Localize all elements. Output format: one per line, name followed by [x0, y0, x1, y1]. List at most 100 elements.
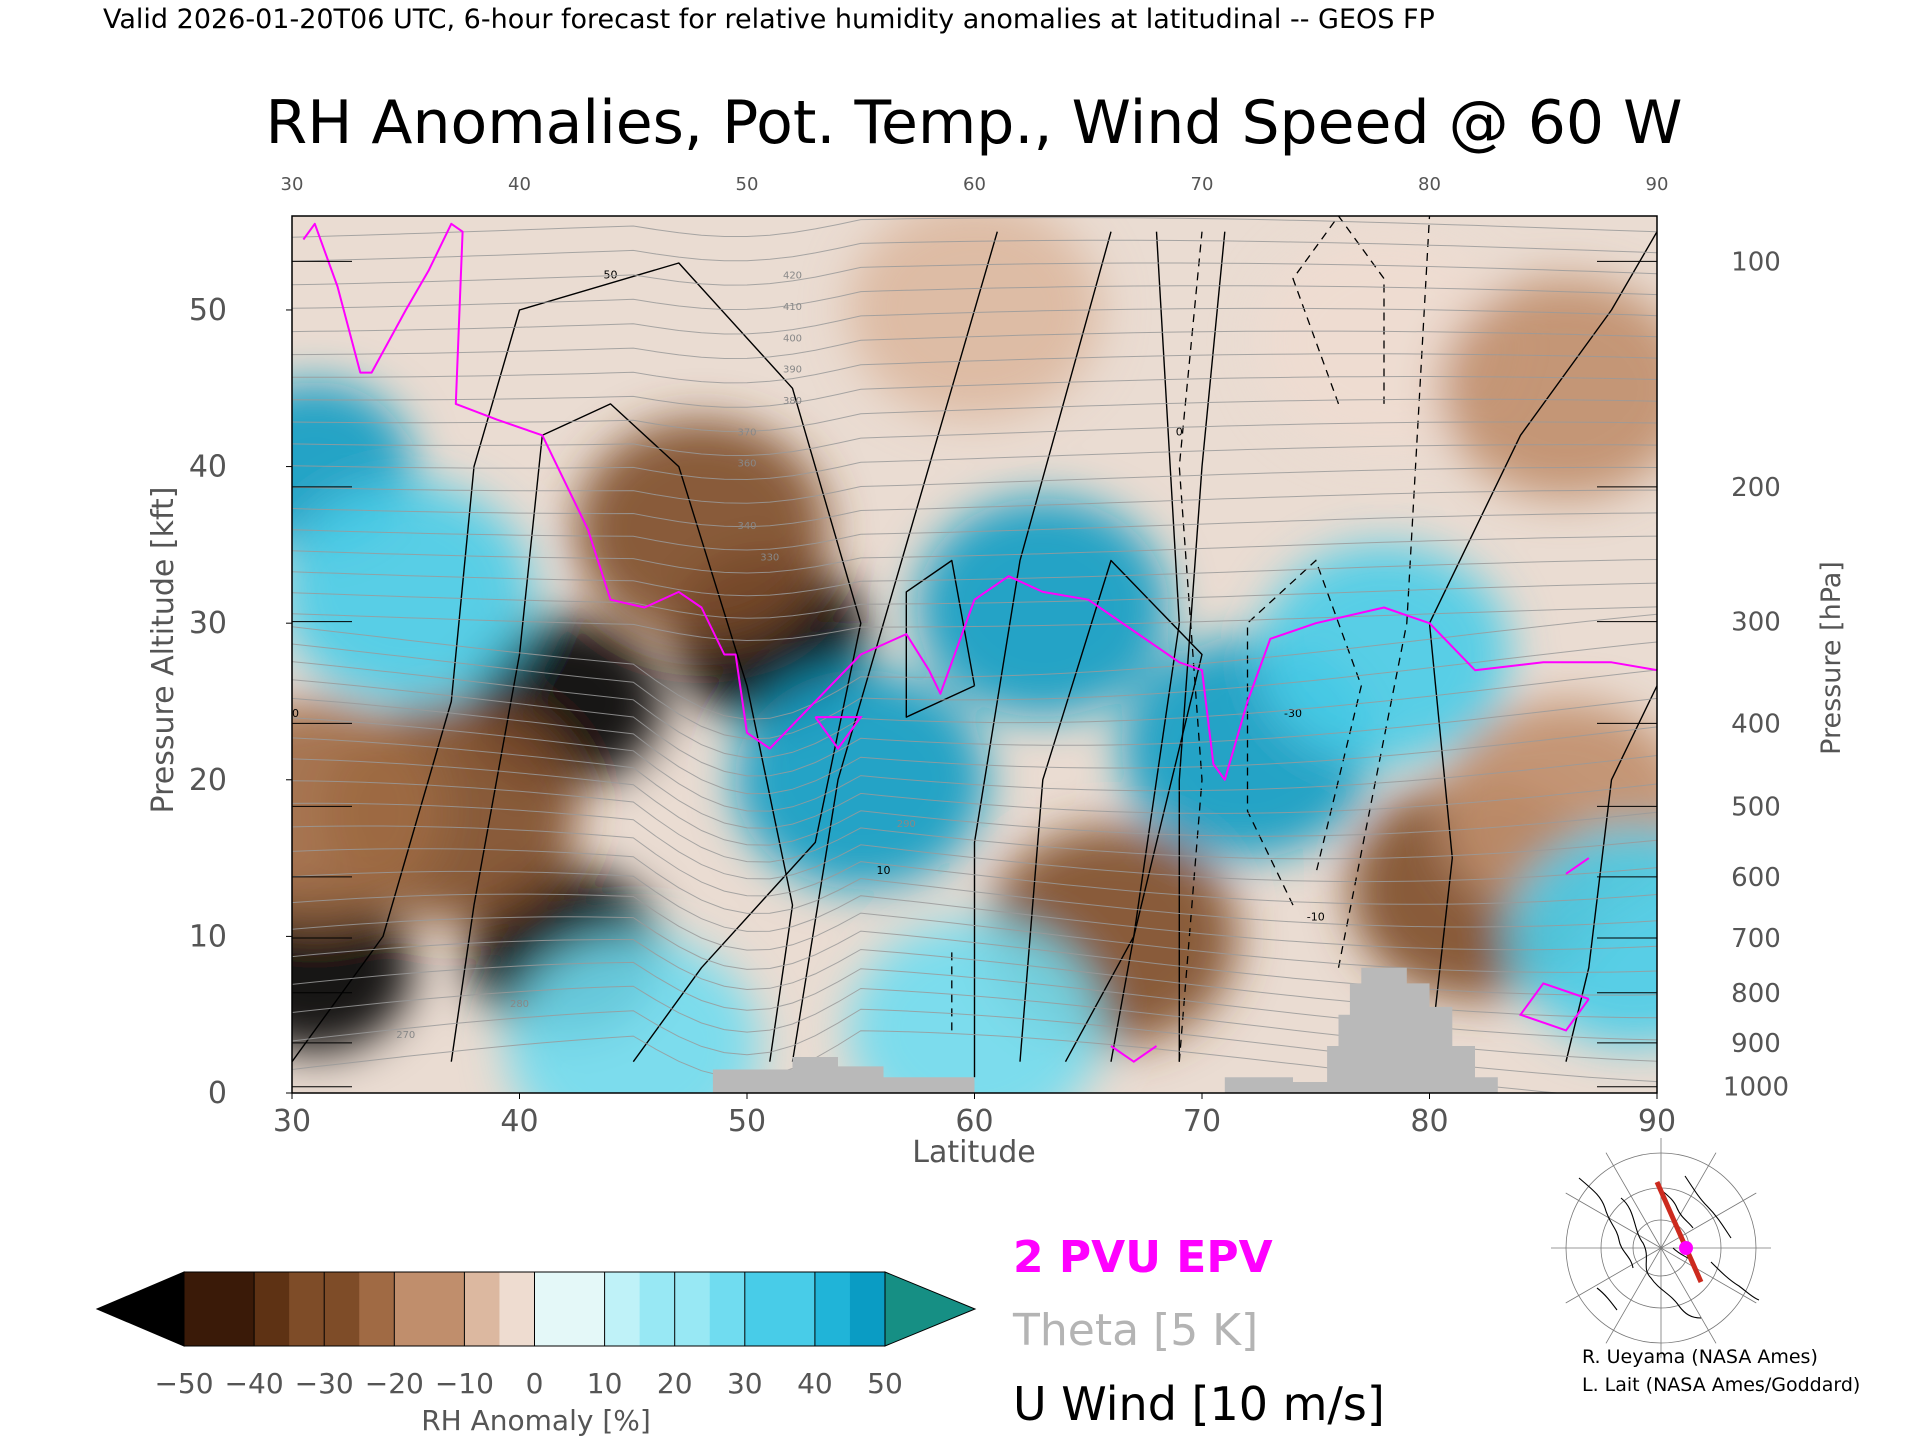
y-tick-label-0: 0	[208, 1076, 227, 1111]
y-tick-label-5: 50	[189, 293, 227, 328]
theta-isentrope-33	[292, 307, 1657, 335]
colorbar-cell-5b	[569, 1272, 606, 1346]
colorbar-cell-3a	[394, 1272, 430, 1346]
theta-isentrope-21	[292, 582, 1657, 619]
theta-isentrope-26	[292, 466, 1657, 504]
x-tick-label-3: 60	[955, 1104, 993, 1139]
u-wind-label-4: 30	[285, 707, 299, 720]
theta-label-6: 370	[737, 427, 756, 438]
epv-loop-2	[814, 716, 863, 751]
colorbar: −50 −40 −30 −20 −10 0 10 20 30 40 50 RH Anomaly [%…	[95, 1271, 977, 1437]
colorbar-cell-4b	[499, 1272, 535, 1346]
colorbar-cell-0b	[219, 1272, 255, 1346]
pressure-tick-label-8: 900	[1731, 1029, 1781, 1059]
theta-isentrope-36	[292, 239, 1657, 262]
pressure-tick-label-2: 300	[1731, 608, 1781, 638]
x-tick-label-1: 40	[500, 1104, 538, 1139]
u-wind-contour-0	[292, 262, 862, 1063]
colorbar-tick-label-2: −30	[295, 1367, 354, 1400]
colorbar-label: RH Anomaly [%]	[421, 1404, 651, 1437]
credit-line-1: R. Ueyama (NASA Ames)	[1582, 1346, 1818, 1368]
u-wind-contour-1	[450, 403, 794, 1062]
x-tick-label-5: 80	[1410, 1104, 1448, 1139]
colorbar-tick-label-3: −20	[365, 1367, 424, 1400]
theta-isentrope-6	[292, 893, 1657, 973]
y-tick-label-2: 20	[189, 763, 227, 798]
epv-loop-0	[1518, 982, 1590, 1032]
rh-anomaly-field	[292, 216, 1657, 1093]
pressure-axis: 100 200 300 400 500 600 700 800 900 1000	[1723, 247, 1789, 1102]
colorbar-cell-8b	[779, 1272, 816, 1346]
theta-isentrope-17	[292, 661, 1657, 759]
theta-isentrope-9	[292, 825, 1657, 905]
colorbar-cell-8a	[744, 1272, 781, 1346]
colorbar-cell-6b	[639, 1272, 676, 1346]
theta-label-1: 280	[510, 999, 529, 1010]
rh-blob-20	[506, 936, 760, 1093]
colorbar-tick-label-10: 50	[867, 1367, 903, 1400]
colorbar-cell-1a	[254, 1272, 290, 1346]
colorbar-tick-labels: −50 −40 −30 −20 −10 0 10 20 30 40 50	[154, 1367, 902, 1400]
theta-isentrope-15	[292, 697, 1657, 795]
theta-isentrope-16	[292, 679, 1657, 777]
u-wind-contour-8	[905, 559, 976, 718]
legend-entry-1: Theta [5 K]	[1012, 1305, 1258, 1356]
u-wind-label-2: 0	[1176, 425, 1183, 438]
colorbar-cell-9a	[814, 1272, 851, 1346]
rh-blob-12	[1439, 278, 1657, 499]
theta-isentrope-27	[292, 444, 1657, 481]
inset-track-marker	[1679, 1241, 1693, 1255]
x-top-tick-label-4: 70	[1191, 174, 1214, 195]
x-axis-top: 30 40 50 60 70 80 90	[281, 174, 1669, 195]
inset-track-line	[1654, 1180, 1704, 1284]
inset-meridian-210	[1565, 1192, 1662, 1249]
colorbar-tick-label-7: 20	[657, 1367, 693, 1400]
x-axis: 30 40 50 60 70 80 90	[273, 1093, 1676, 1139]
theta-isentrope-31	[292, 353, 1657, 384]
theta-label-4: 340	[737, 521, 756, 532]
x-top-tick-label-0: 30	[281, 174, 304, 195]
x-top-tick-label-1: 40	[508, 174, 531, 195]
u-wind-negative-contour-1	[1246, 559, 1362, 906]
colorbar-tick-label-1: −40	[225, 1367, 284, 1400]
inset-map	[1551, 1138, 1771, 1358]
topography	[712, 967, 1498, 1093]
x-tick-label-4: 70	[1183, 1104, 1221, 1139]
colorbar-cell-7b	[709, 1272, 746, 1346]
x-top-tick-label-5: 80	[1418, 174, 1441, 195]
pressure-tick-label-5: 600	[1731, 863, 1781, 893]
colorbar-cell-2b	[359, 1272, 395, 1346]
legend: 2 PVU EPV Theta [5 K] U Wind [10 m/s]	[1012, 1232, 1385, 1431]
topography-fill	[712, 967, 1498, 1093]
colorbar-cell-2a	[324, 1272, 360, 1346]
inset-meridian-60	[1660, 1247, 1717, 1344]
pressure-tick-label-7: 800	[1731, 979, 1781, 1009]
x-top-tick-label-6: 90	[1646, 174, 1669, 195]
theta-isentrope-34	[292, 285, 1657, 311]
y-tick-label-1: 10	[189, 919, 227, 954]
colorbar-tick-label-6: 10	[587, 1367, 623, 1400]
theta-isentrope-12	[292, 758, 1657, 846]
x-tick-label-6: 90	[1638, 1104, 1676, 1139]
u-wind-label-1: -10	[1307, 911, 1325, 924]
epv-loop-1	[1565, 857, 1590, 875]
colorbar-cell-6a	[604, 1272, 641, 1346]
theta-isentrope-23	[292, 535, 1657, 574]
u-wind-negative-contour-3	[1337, 216, 1431, 968]
u-wind-negative-contour-2	[1292, 216, 1385, 405]
colorbar-tick-label-5: 0	[526, 1367, 544, 1400]
rh-blob-10	[848, 216, 1101, 420]
colorbar-cell-0a	[184, 1272, 220, 1346]
theta-label-9: 400	[783, 333, 802, 344]
y-tick-label-4: 40	[189, 450, 227, 485]
y-axis: 0 10 20 30 40 50	[189, 293, 292, 1111]
x-axis-label: Latitude	[912, 1135, 1035, 1170]
colorbar-tick-label-8: 30	[727, 1367, 763, 1400]
theta-label-11: 420	[783, 271, 802, 282]
u-wind-label-5: 50	[604, 269, 618, 282]
theta-isentrope-30	[292, 376, 1657, 408]
colorbar-cells	[95, 1271, 977, 1347]
inset-meridian-300	[1660, 1152, 1717, 1249]
